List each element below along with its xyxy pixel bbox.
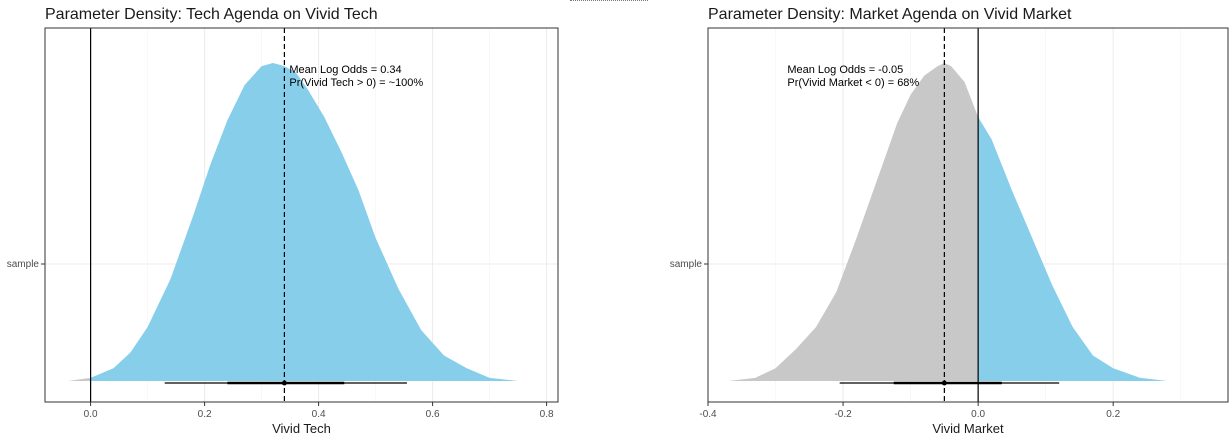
plot-frame: [44, 27, 559, 403]
density-area-positive: [978, 117, 1168, 381]
x-tick-label: 0.2: [198, 409, 212, 420]
x-axis-label: Vivid Tech: [272, 421, 331, 436]
chart-title: Parameter Density: Market Agenda on Vivi…: [708, 6, 1072, 23]
x-tick-label: -0.4: [699, 409, 717, 420]
chart-panel-vivid-market: Parameter Density: Market Agenda on Vivi…: [660, 0, 1231, 438]
y-tick-label: sample: [7, 259, 40, 270]
density-area-positive: [90, 63, 519, 381]
x-tick-label: 0.6: [426, 409, 440, 420]
annotation-mean-log-odds: Mean Log Odds = 0.34: [289, 64, 401, 76]
x-tick-label: 0.4: [312, 409, 326, 420]
x-axis-label: Vivid Market: [932, 421, 1004, 436]
x-tick-label: 0.2: [1106, 409, 1120, 420]
chart-title: Parameter Density: Tech Agenda on Vivid …: [45, 6, 378, 23]
density-area-negative: [728, 63, 979, 381]
top-dotted-strip: [570, 0, 648, 4]
x-tick-label: 0.0: [84, 409, 98, 420]
plot-frame: [707, 27, 1229, 403]
x-tick-label: 0.0: [971, 409, 985, 420]
chart-panel-vivid-tech: Parameter Density: Tech Agenda on Vivid …: [0, 0, 560, 438]
y-tick-label: sample: [670, 259, 703, 270]
annotation-probability: Pr(Vivid Market < 0) = 68%: [787, 77, 919, 89]
density-area-negative: [67, 377, 91, 381]
annotation-probability: Pr(Vivid Tech > 0) = ~100%: [289, 77, 423, 89]
x-tick-label: -0.2: [834, 409, 852, 420]
point-estimate: [941, 380, 947, 386]
x-tick-label: 0.8: [540, 409, 554, 420]
point-estimate: [281, 380, 287, 386]
annotation-mean-log-odds: Mean Log Odds = -0.05: [787, 64, 903, 76]
